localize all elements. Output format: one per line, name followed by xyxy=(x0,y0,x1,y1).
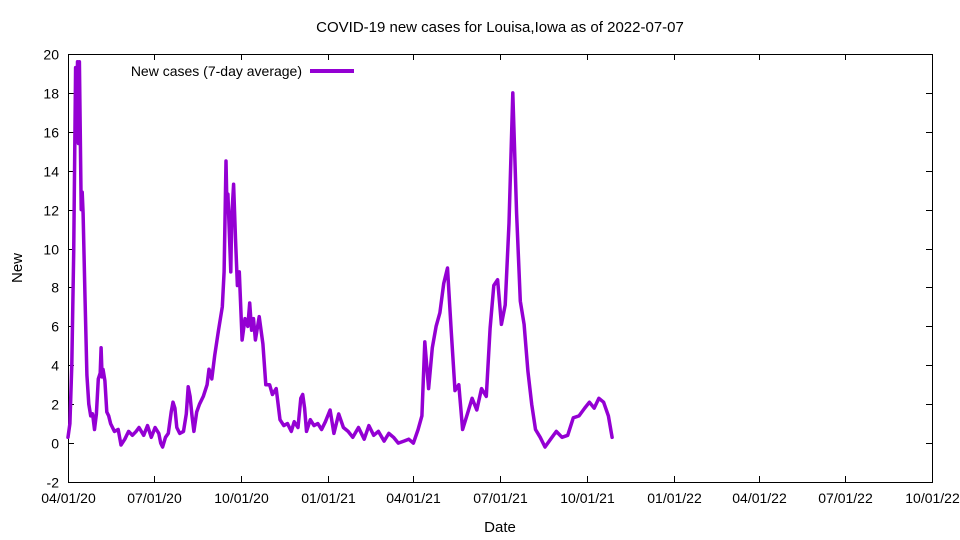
series-layer xyxy=(66,60,614,449)
series-line-0 xyxy=(66,60,614,449)
y-tick-label: 2 xyxy=(51,397,59,413)
y-tick-label: 18 xyxy=(43,86,59,102)
y-tick-label: 12 xyxy=(43,203,59,219)
y-axis: -2 0 2 4 6 8 10 12 14 16 18 20 xyxy=(43,47,932,491)
x-tick-label: 07/01/20 xyxy=(127,490,182,506)
y-tick-label: 6 xyxy=(51,319,59,335)
y-axis-title: New xyxy=(9,253,26,283)
y-tick-label: 20 xyxy=(43,47,59,63)
legend-label: New cases (7-day average) xyxy=(131,63,302,79)
legend: New cases (7-day average) xyxy=(131,63,354,79)
x-tick-label: 01/01/21 xyxy=(301,490,356,506)
plot-frame xyxy=(68,54,933,483)
y-tick-label: 8 xyxy=(51,280,59,296)
x-tick-label: 01/01/22 xyxy=(647,490,702,506)
x-tick-label: 10/01/21 xyxy=(560,490,615,506)
x-tick-label: 04/01/21 xyxy=(386,490,441,506)
x-tick-label: 04/01/22 xyxy=(732,490,787,506)
x-tick-label: 10/01/22 xyxy=(905,490,960,506)
x-axis: 04/01/20 07/01/20 10/01/20 01/01/21 04/01/21… xyxy=(41,54,960,506)
y-tick-label: 10 xyxy=(43,242,59,258)
x-tick-label: 07/01/21 xyxy=(473,490,528,506)
x-tick-label: 07/01/22 xyxy=(818,490,873,506)
y-tick-label: -2 xyxy=(47,475,60,491)
y-tick-label: 0 xyxy=(51,436,59,452)
x-tick-label: 04/01/20 xyxy=(41,490,96,506)
x-axis-title: Date xyxy=(484,519,516,536)
y-tick-label: 16 xyxy=(43,125,59,141)
y-tick-label: 14 xyxy=(43,164,59,180)
chart-title: COVID-19 new cases for Louisa,Iowa as of… xyxy=(316,19,684,36)
x-tick-label: 10/01/20 xyxy=(214,490,269,506)
y-tick-label: 4 xyxy=(51,358,59,374)
